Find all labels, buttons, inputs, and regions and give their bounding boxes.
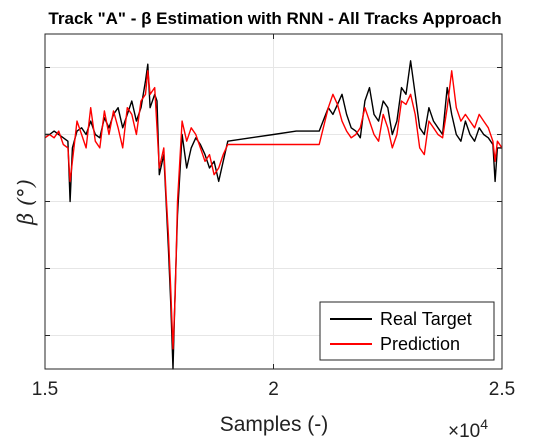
legend: Real Target Prediction [319,301,495,361]
x-axis-exponent: ×104 [448,416,488,442]
legend-box [319,301,495,361]
x-tick-labels: 1.5 2 2.5 [32,379,515,400]
axis-ticks [44,34,503,369]
x-axis-exponent-base: ×10 [448,421,480,442]
x-tick-label: 2.5 [489,379,515,400]
series-layer [44,60,503,370]
legend-label-real-target: Real Target [380,309,472,329]
x-tick-label: 1.5 [32,379,58,400]
series-line-real-target [45,60,502,370]
x-tick-label: 2 [268,379,279,400]
series-line-prediction [44,70,503,350]
x-axis-label: Samples (-) [220,413,329,436]
x-axis-exponent-power: 4 [480,416,488,432]
y-axis-label: β (°) [14,179,38,226]
chart-title: Track "A" - β Estimation with RNN - All … [48,9,501,28]
legend-label-prediction: Prediction [380,334,460,354]
